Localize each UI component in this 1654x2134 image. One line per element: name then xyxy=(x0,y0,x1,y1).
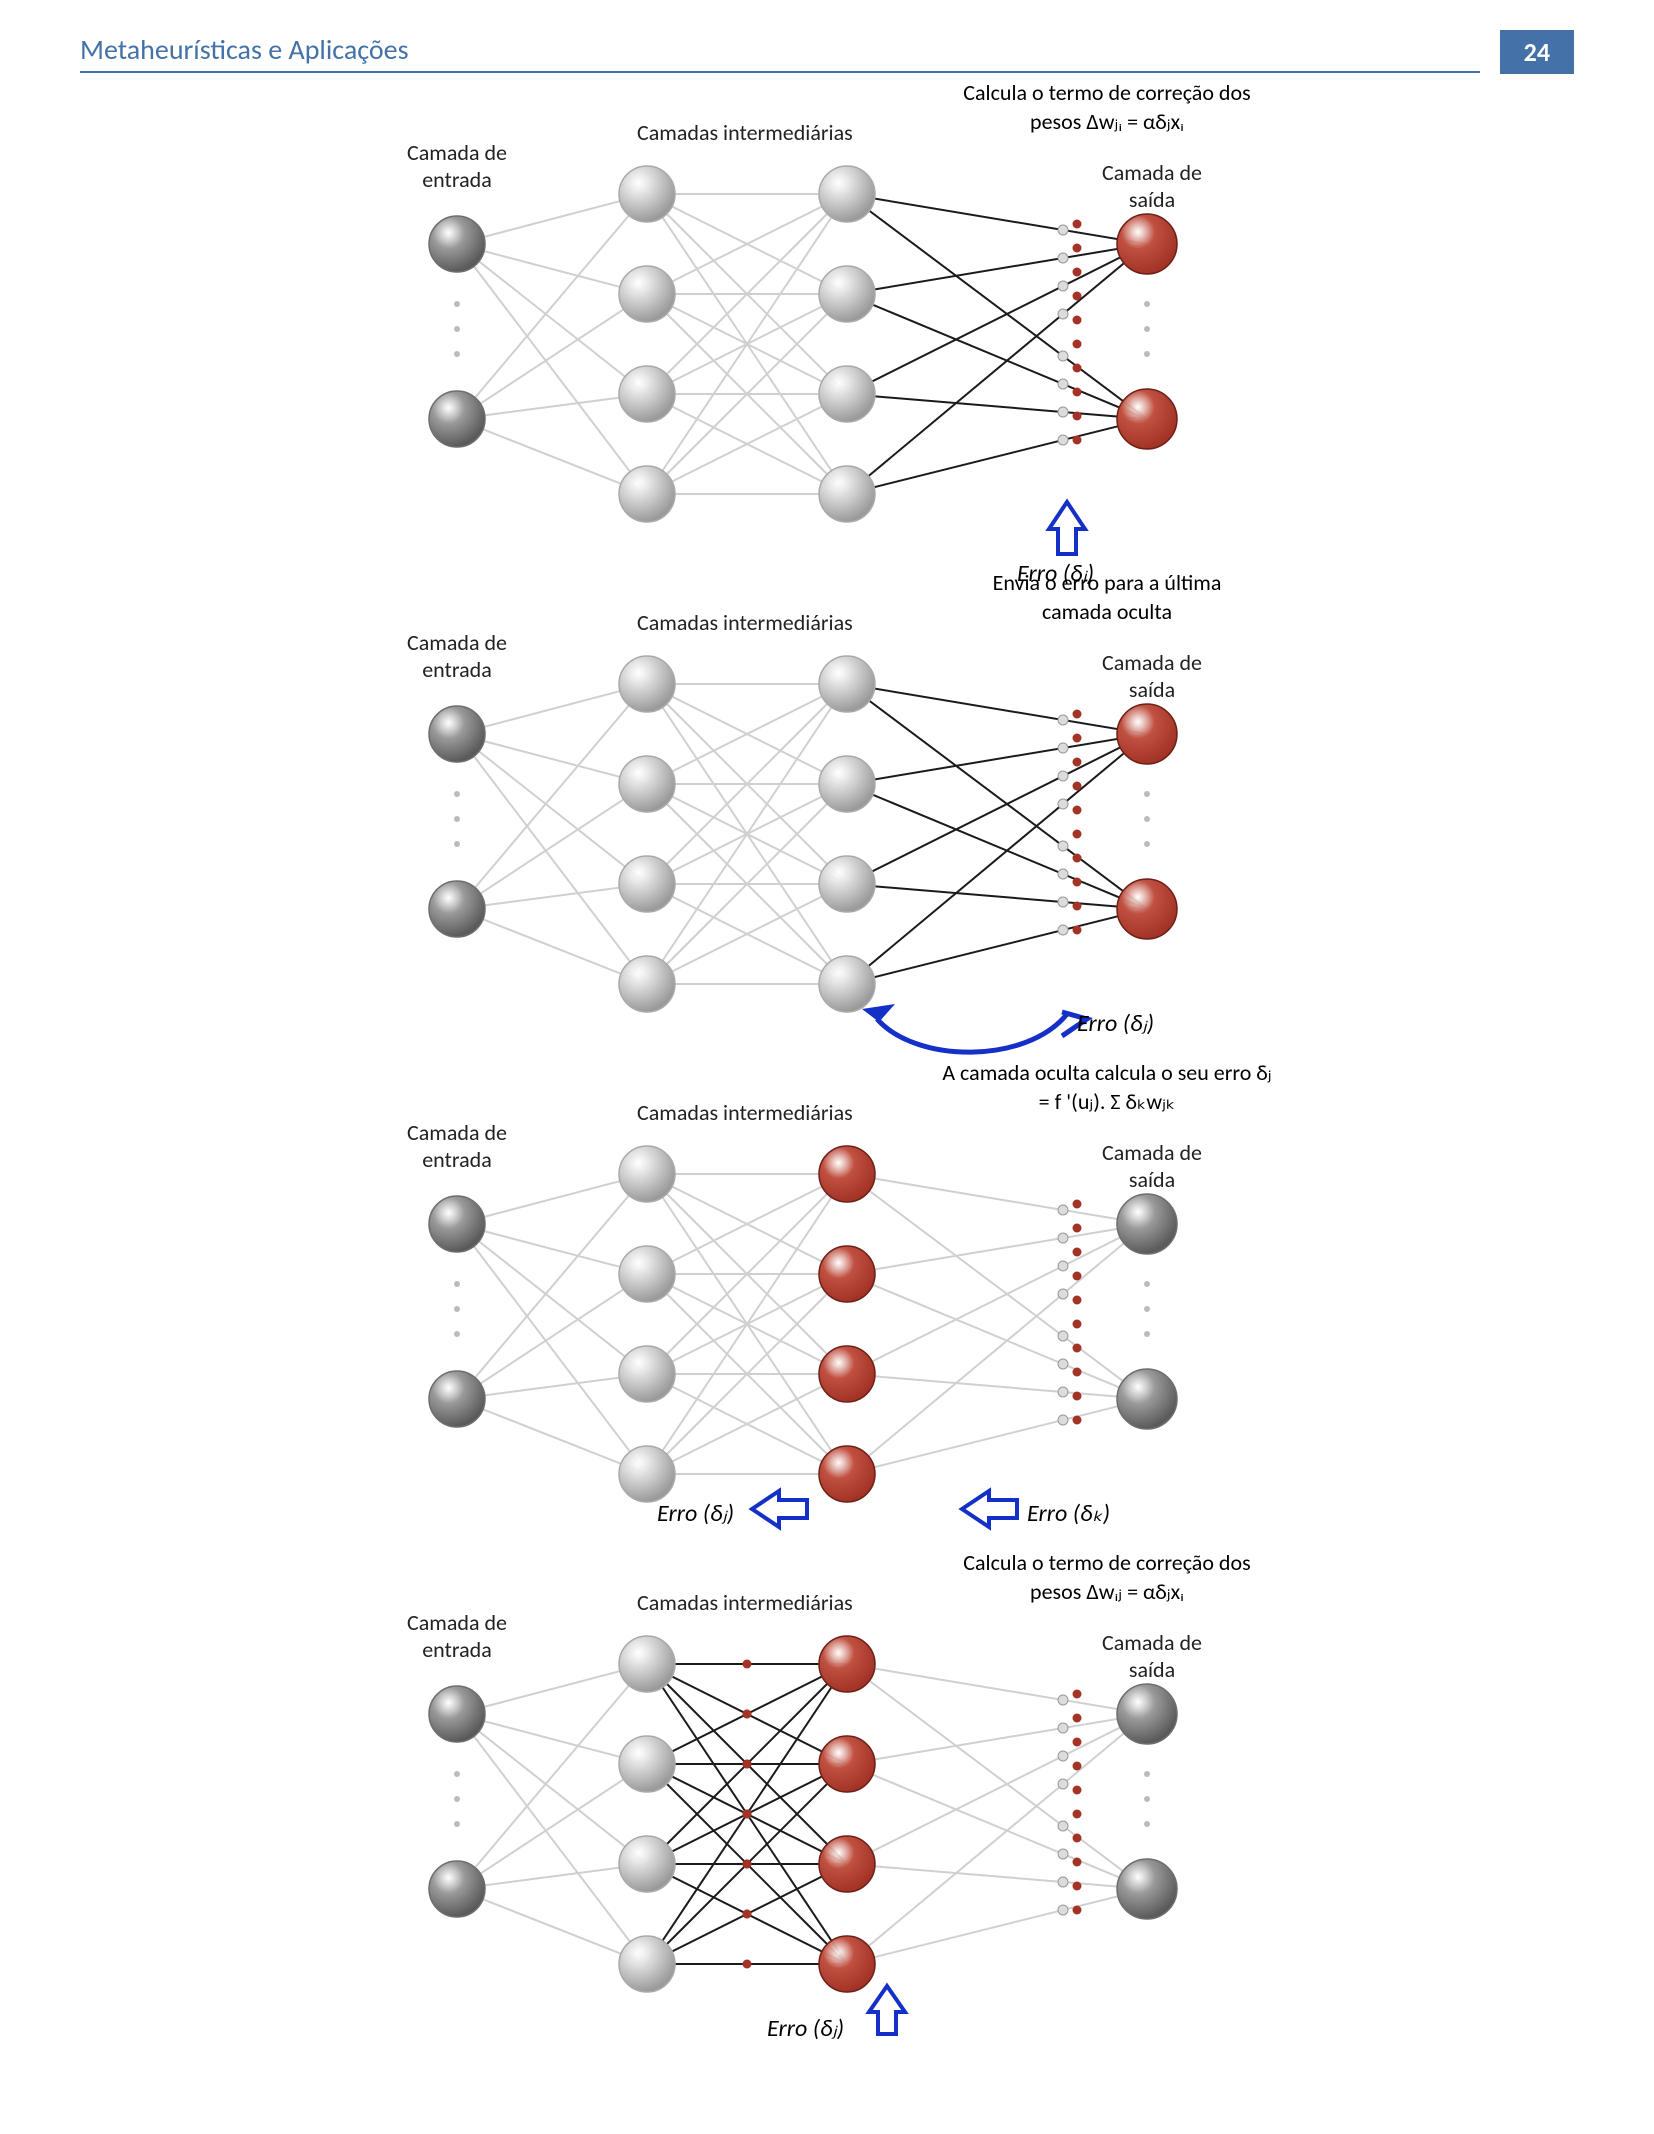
diagram-4: Calcula o termo de correção dospesos Δwᵢ… xyxy=(277,1584,1377,2064)
diagram-3: A camada oculta calcula o seu erro δⱼ= f… xyxy=(277,1094,1377,1574)
error-label: Erro (δⱼ) xyxy=(1077,1009,1154,1038)
diagram-1: Calcula o termo de correção dospesos Δwⱼ… xyxy=(277,114,1377,594)
error-label: Erro (δⱼ) xyxy=(767,2014,844,2043)
page-header: Metaheurísticas e Aplicações 24 xyxy=(80,30,1574,74)
error-label-j: Erro (δⱼ) xyxy=(657,1499,734,1528)
header-title: Metaheurísticas e Aplicações xyxy=(80,32,1480,73)
page-number: 24 xyxy=(1500,30,1574,74)
diagram-2: Envia o erro para a últimacamada ocultaC… xyxy=(277,604,1377,1084)
error-label-k: Erro (δₖ) xyxy=(1027,1499,1110,1528)
